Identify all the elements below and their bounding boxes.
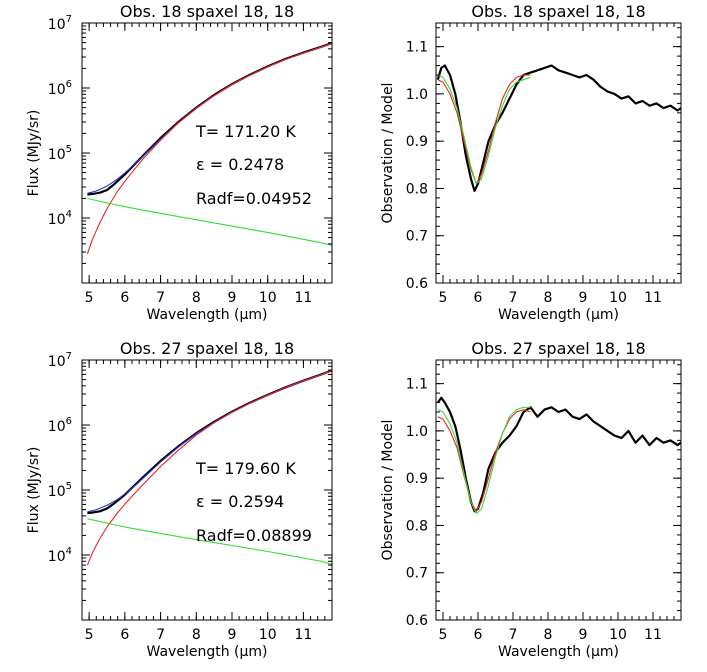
x-tick-label: 5 <box>85 290 94 306</box>
y-tick-label: 0.7 <box>406 229 428 245</box>
y-tick-label: 0.8 <box>406 518 428 534</box>
y-tick-label: 107 <box>48 351 72 370</box>
y-tick-label: 1.1 <box>406 377 428 393</box>
series-line-green-model <box>437 406 531 515</box>
fit-annotation: T= 171.20 K <box>195 122 296 141</box>
x-tick-label: 6 <box>120 290 129 306</box>
plot-frame <box>435 22 682 284</box>
y-tick-label: 104 <box>48 209 72 228</box>
x-tick-label: 10 <box>259 627 277 643</box>
y-axis-label: Flux (MJy/sr) <box>26 110 42 197</box>
x-tick-label: 11 <box>644 290 662 306</box>
chart-title: Obs. 18 spaxel 18, 18 <box>120 2 294 21</box>
y-axis-label: Observation / Model <box>380 420 396 561</box>
y-tick-label: 1.1 <box>406 40 428 56</box>
x-tick-label: 5 <box>85 627 94 643</box>
chart-panel-4: 5 6 7 8 9 10 11 0.6 0.7 0.8 0.9 1.0 1.1 Obs. 27 spaxe… <box>380 339 682 660</box>
x-tick-label: 9 <box>579 290 588 306</box>
series-group <box>86 369 332 566</box>
y-tick-label: 1.0 <box>406 87 428 103</box>
fit-annotation: T= 179.60 K <box>195 459 296 478</box>
x-tick-label: 8 <box>192 627 201 643</box>
fit-annotation: Radf=0.08899 <box>196 526 312 545</box>
x-tick-label: 7 <box>156 290 165 306</box>
fit-annotation: ε = 0.2594 <box>196 492 284 511</box>
x-tick-label: 8 <box>192 290 201 306</box>
x-tick-label: 6 <box>474 627 483 643</box>
y-tick-label: 0.9 <box>406 471 428 487</box>
y-axis-label: Flux (MJy/sr) <box>26 447 42 534</box>
y-tick-label: 105 <box>48 481 72 500</box>
x-axis-label: Wavelength (μm) <box>498 644 619 660</box>
x-tick-label: 10 <box>259 290 277 306</box>
plot-frame <box>435 359 682 621</box>
series-line-red-model <box>437 409 531 512</box>
plot-frame <box>81 359 333 621</box>
x-tick-label: 9 <box>228 627 237 643</box>
series-line-blackbody <box>86 42 332 255</box>
plot-frame <box>81 22 333 284</box>
x-tick-label: 7 <box>509 290 518 306</box>
chart-title: Obs. 18 spaxel 18, 18 <box>471 2 645 21</box>
x-tick-label: 8 <box>544 290 553 306</box>
chart-panel-3: 5 6 7 8 9 10 11 104 105 106 107 Obs. 27 spaxel 18, … <box>26 339 333 660</box>
x-axis-label: Wavelength (μm) <box>147 307 268 323</box>
fit-annotation: Radf=0.04952 <box>196 189 312 208</box>
chart-panel-2: 5 6 7 8 9 10 11 0.6 0.7 0.8 0.9 1.0 1.1 Obs. 18 spaxe… <box>380 2 682 323</box>
y-tick-label: 104 <box>48 546 72 565</box>
series-line-blackbody <box>86 370 332 566</box>
x-tick-label: 10 <box>609 290 627 306</box>
x-tick-label: 9 <box>228 290 237 306</box>
x-axis-label: Wavelength (μm) <box>147 644 268 660</box>
fit-annotation: ε = 0.2478 <box>196 155 284 174</box>
series-group <box>86 42 332 255</box>
x-tick-label: 10 <box>609 627 627 643</box>
chart-title: Obs. 27 spaxel 18, 18 <box>120 339 294 358</box>
x-tick-label: 5 <box>439 627 448 643</box>
y-tick-label: 105 <box>48 144 72 163</box>
chart-panel-1: 5 6 7 8 9 10 11 104 105 106 107 Obs. 18 spaxel 18, … <box>26 2 333 323</box>
y-tick-label: 0.6 <box>406 613 428 629</box>
x-tick-label: 11 <box>295 627 313 643</box>
x-axis-label: Wavelength (μm) <box>498 307 619 323</box>
series-line-ratio <box>436 396 681 513</box>
y-tick-label: 107 <box>48 14 72 33</box>
y-tick-label: 0.8 <box>406 181 428 197</box>
y-tick-label: 0.7 <box>406 566 428 582</box>
series-group <box>436 396 681 515</box>
series-line-red-model <box>437 74 531 185</box>
x-tick-label: 11 <box>644 627 662 643</box>
y-tick-label: 1.0 <box>406 424 428 440</box>
y-tick-label: 0.9 <box>406 134 428 150</box>
x-tick-label: 7 <box>156 627 165 643</box>
series-line-green-model <box>437 74 531 185</box>
series-group <box>436 64 681 192</box>
series-line-scattered-light <box>87 518 332 565</box>
series-line-total-model <box>87 370 332 513</box>
y-axis-label: Observation / Model <box>380 83 396 224</box>
x-tick-label: 7 <box>509 627 518 643</box>
chart-title: Obs. 27 spaxel 18, 18 <box>471 339 645 358</box>
x-tick-label: 6 <box>474 290 483 306</box>
y-tick-label: 106 <box>48 416 72 435</box>
y-tick-label: 106 <box>48 79 72 98</box>
x-tick-label: 8 <box>544 627 553 643</box>
series-line-ratio <box>436 64 681 192</box>
x-tick-label: 11 <box>295 290 313 306</box>
x-tick-label: 6 <box>120 627 129 643</box>
x-tick-label: 9 <box>579 627 588 643</box>
y-tick-label: 0.6 <box>406 276 428 292</box>
series-line-scattered-light <box>87 197 332 246</box>
x-tick-label: 5 <box>439 290 448 306</box>
